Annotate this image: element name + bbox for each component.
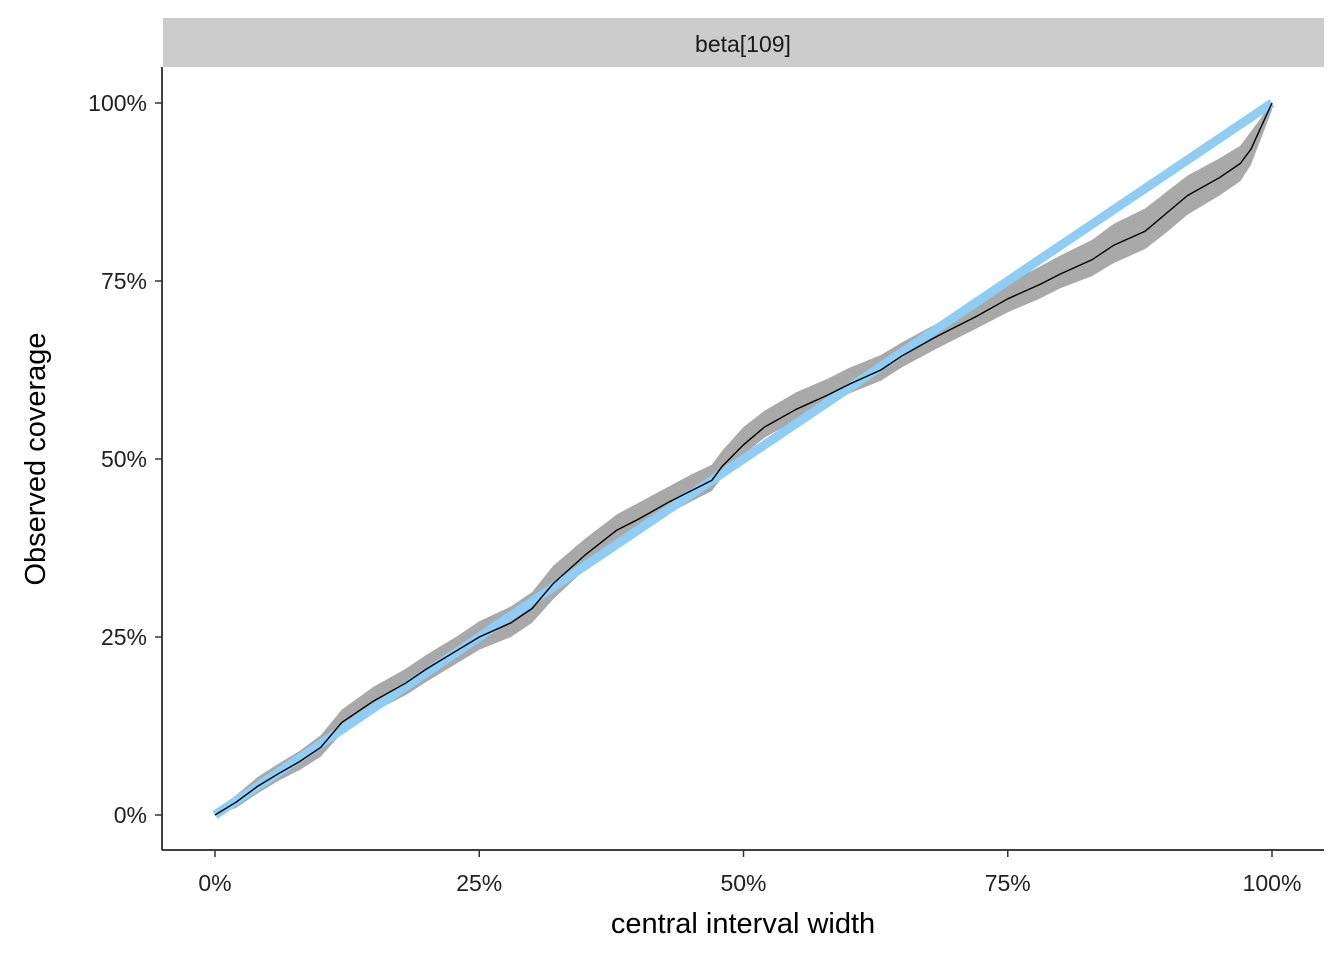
x-axis-title: central interval width (611, 908, 875, 940)
x-tick-label: 50% (720, 870, 766, 896)
facet-strip (163, 18, 1324, 67)
y-tick-label: 100% (88, 90, 147, 116)
observed-coverage-line (214, 102, 1273, 816)
y-tick-label: 50% (101, 446, 147, 472)
reference-line (212, 99, 1275, 819)
x-axis-ticks: 0% 25% 50% 75% 100% (198, 850, 1301, 896)
y-tick-label: 75% (101, 268, 147, 294)
x-tick-label: 75% (985, 870, 1031, 896)
facet-label: beta[109] (695, 31, 791, 57)
x-tick-label: 25% (456, 870, 502, 896)
x-tick-label: 100% (1243, 870, 1302, 896)
y-axis-title: Observed coverage (20, 332, 52, 585)
y-tick-label: 25% (101, 624, 147, 650)
plot-area (212, 99, 1275, 819)
y-tick-label: 0% (114, 802, 147, 828)
x-tick-label: 0% (198, 870, 231, 896)
y-axis-ticks: 0% 25% 50% 75% 100% (88, 90, 162, 828)
